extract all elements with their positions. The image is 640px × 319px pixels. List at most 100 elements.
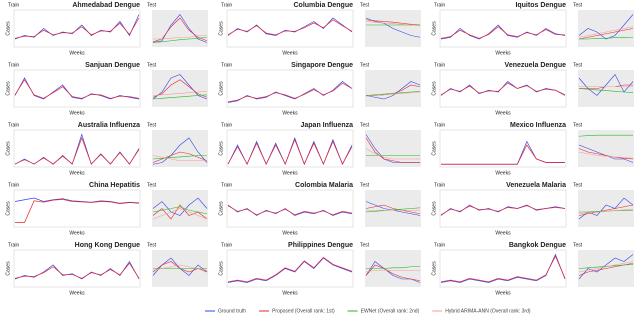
y-axis-label: Cases bbox=[5, 141, 11, 156]
series-line bbox=[152, 155, 207, 162]
series-line bbox=[578, 254, 634, 280]
x-axis-label: Weeks bbox=[282, 110, 298, 116]
train-panel bbox=[226, 249, 354, 288]
x-axis-label: Weeks bbox=[282, 290, 298, 296]
y-axis-label: Cases bbox=[5, 21, 11, 36]
series-line bbox=[365, 137, 420, 163]
y-axis-label: Cases bbox=[5, 201, 11, 216]
y-axis-label: Cases bbox=[431, 21, 437, 36]
series-line bbox=[14, 79, 140, 99]
y-axis-label: Cases bbox=[5, 81, 11, 96]
series-line bbox=[578, 261, 634, 273]
series-line bbox=[365, 17, 421, 38]
test-label: Test bbox=[147, 242, 157, 248]
series-line bbox=[440, 82, 566, 96]
test-panel bbox=[365, 70, 421, 107]
test-label: Test bbox=[573, 62, 583, 68]
test-label: Test bbox=[360, 2, 370, 8]
y-axis-label: Cases bbox=[218, 201, 224, 216]
series-line bbox=[578, 134, 633, 137]
x-axis-label: Weeks bbox=[282, 230, 298, 236]
series-line bbox=[578, 204, 634, 216]
y-axis-label: Cases bbox=[218, 21, 224, 36]
series-line bbox=[152, 79, 208, 98]
train-label: Train bbox=[8, 122, 19, 128]
test-label: Test bbox=[147, 2, 157, 8]
legend-label: EWNet (Overall rank: 2nd) bbox=[361, 308, 420, 314]
y-axis-label: Cases bbox=[431, 81, 437, 96]
test-panel bbox=[152, 70, 208, 107]
panel-title: Ahmedabad Dengue bbox=[72, 2, 140, 9]
series-line bbox=[14, 136, 140, 165]
test-label: Test bbox=[147, 182, 157, 188]
train-panel bbox=[13, 249, 141, 288]
series-line bbox=[227, 19, 353, 36]
legend-label: Hybrid ARIMA-ANN (Overall rank: 3rd) bbox=[445, 308, 531, 314]
series-line bbox=[578, 14, 634, 40]
series-line bbox=[227, 82, 353, 103]
series-line bbox=[365, 207, 421, 213]
x-axis-label: Weeks bbox=[495, 290, 511, 296]
legend-label: Proposed (Overall rank: 1st) bbox=[272, 308, 335, 314]
panel-title: Australia Influenza bbox=[78, 122, 140, 129]
panel-title: China Hepatitis bbox=[89, 182, 140, 189]
x-axis-label: Weeks bbox=[69, 50, 85, 56]
train-label: Train bbox=[221, 122, 232, 128]
x-axis-label: Weeks bbox=[282, 50, 298, 56]
series-line bbox=[366, 266, 420, 269]
train-label: Train bbox=[434, 2, 445, 8]
train-panel bbox=[13, 9, 141, 48]
x-axis-label: Weeks bbox=[69, 170, 85, 176]
series-line bbox=[365, 91, 421, 97]
series-line bbox=[440, 205, 566, 216]
test-label: Test bbox=[147, 122, 157, 128]
series-line bbox=[579, 36, 634, 40]
series-line bbox=[365, 19, 421, 26]
y-axis-label: Cases bbox=[431, 201, 437, 216]
train-panel bbox=[226, 9, 354, 48]
panel-title: Venezuela Dengue bbox=[505, 62, 567, 69]
panel-title: Bangkok Dengue bbox=[509, 242, 566, 249]
series-line bbox=[365, 21, 421, 26]
test-label: Test bbox=[360, 122, 370, 128]
series-line bbox=[152, 91, 208, 96]
test-panel bbox=[152, 130, 208, 167]
series-line bbox=[152, 94, 208, 100]
train-label: Train bbox=[221, 2, 232, 8]
series-line bbox=[152, 197, 208, 216]
train-label: Train bbox=[434, 122, 445, 128]
test-panel bbox=[578, 190, 634, 227]
panel-title: Mexico Influenza bbox=[510, 122, 566, 129]
y-axis-label: Cases bbox=[431, 141, 437, 156]
train-panel bbox=[226, 189, 354, 228]
x-axis-label: Weeks bbox=[495, 230, 511, 236]
series-line bbox=[578, 151, 634, 159]
series-line bbox=[152, 13, 208, 43]
panel-title: Iquitos Dengue bbox=[515, 2, 566, 9]
series-line bbox=[15, 199, 140, 223]
series-line bbox=[152, 155, 207, 160]
train-panel bbox=[13, 69, 141, 108]
test-label: Test bbox=[573, 2, 583, 8]
x-axis-label: Weeks bbox=[495, 170, 511, 176]
train-panel bbox=[13, 189, 141, 228]
series-line bbox=[227, 205, 353, 216]
train-label: Train bbox=[434, 242, 445, 248]
test-label: Test bbox=[147, 62, 157, 68]
train-label: Train bbox=[434, 182, 445, 188]
test-label: Test bbox=[360, 182, 370, 188]
x-axis-label: Weeks bbox=[69, 290, 85, 296]
train-label: Train bbox=[434, 62, 445, 68]
x-axis-label: Weeks bbox=[495, 110, 511, 116]
panel-title: Sanjuan Dengue bbox=[85, 62, 140, 69]
series-line bbox=[578, 148, 634, 160]
y-axis-label: Cases bbox=[5, 261, 11, 276]
test-panel bbox=[365, 130, 421, 167]
series-line bbox=[152, 36, 208, 43]
panel-title: Philippines Dengue bbox=[288, 242, 353, 249]
test-panel bbox=[578, 10, 634, 47]
series-line bbox=[440, 253, 566, 283]
series-line bbox=[14, 77, 140, 100]
series-line bbox=[152, 151, 208, 163]
